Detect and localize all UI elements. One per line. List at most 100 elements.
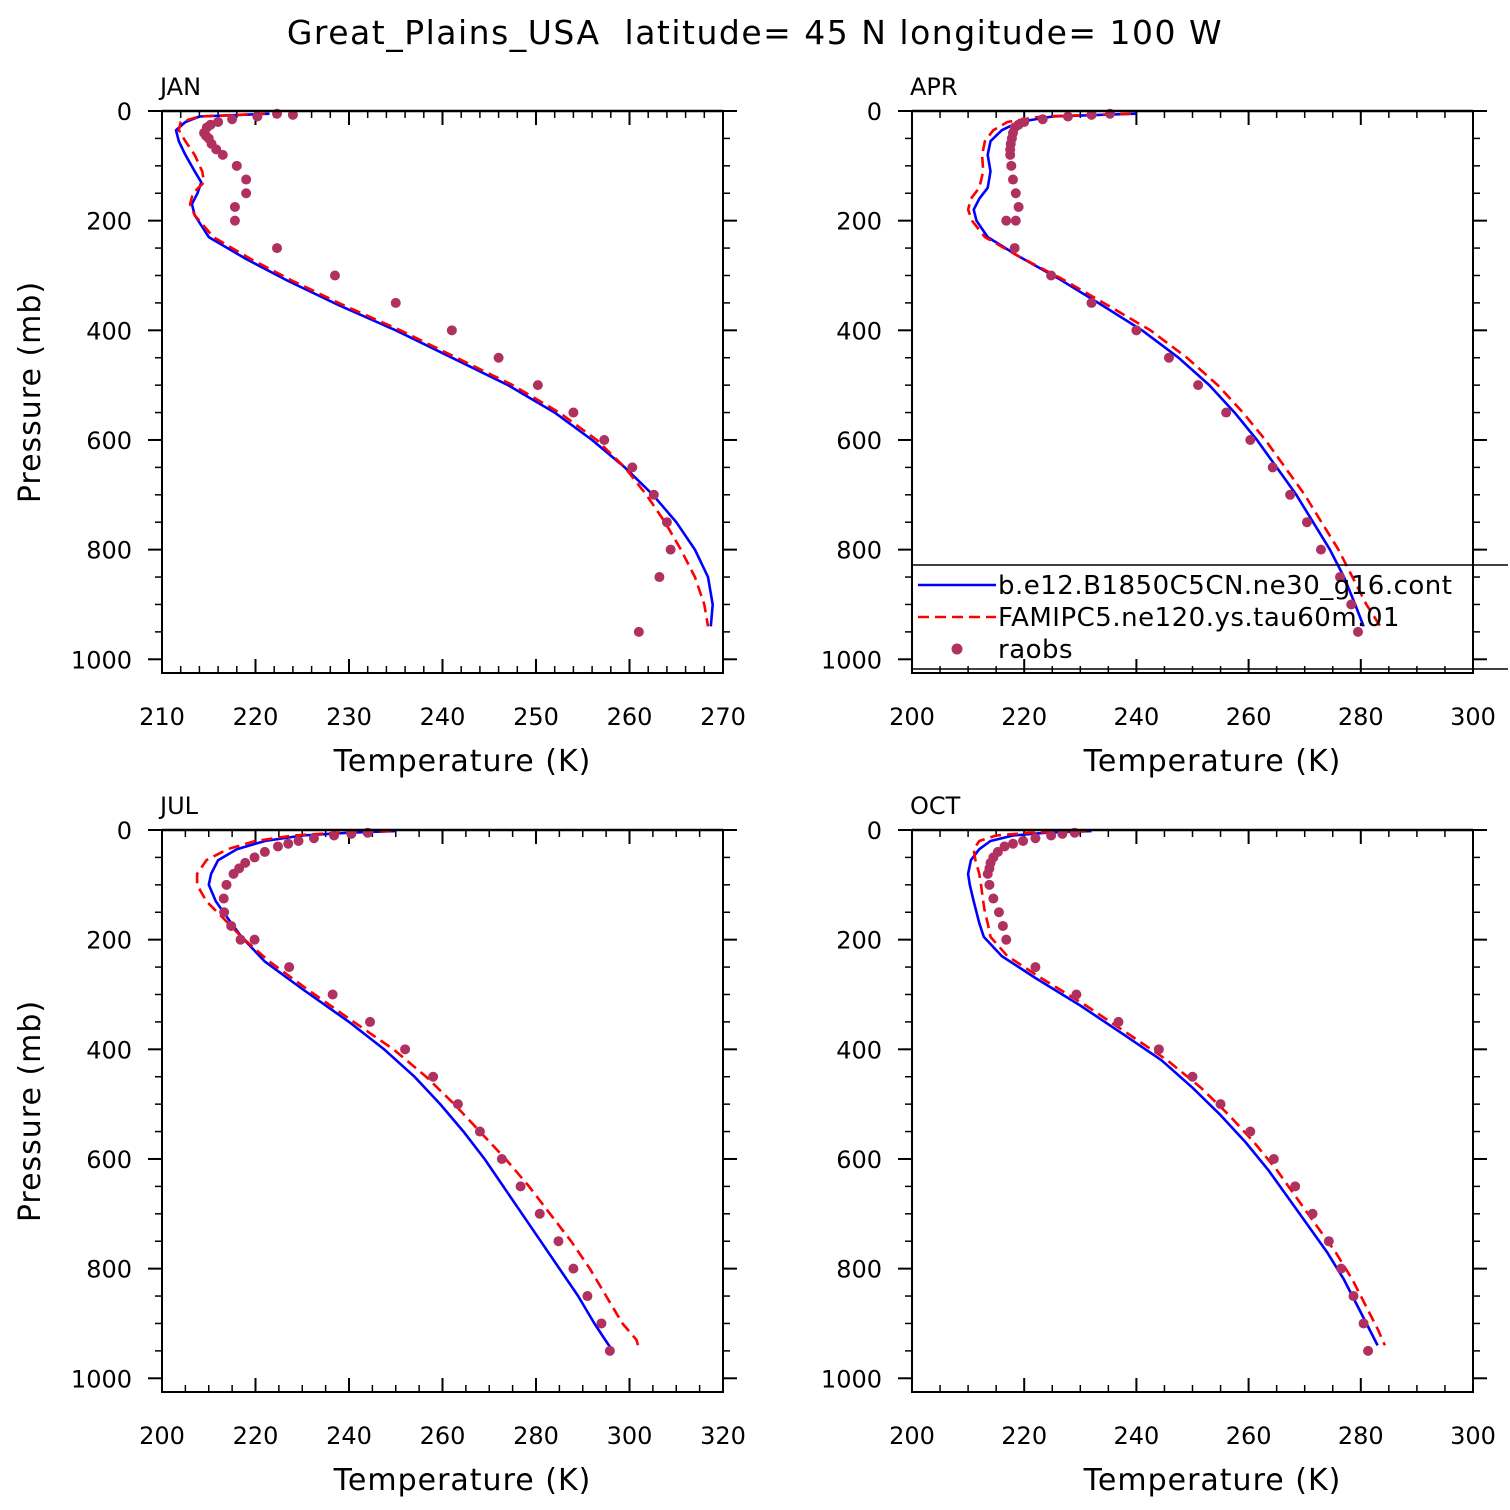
raobs-point	[1268, 1153, 1279, 1164]
panel-jan-xlabel: Temperature (K)	[333, 744, 592, 779]
raobs-point	[534, 1208, 545, 1219]
y-tick-label: 200	[86, 927, 132, 955]
x-tick-label: 260	[607, 703, 653, 731]
x-tick-label: 240	[326, 1422, 372, 1450]
raobs-point	[993, 907, 1004, 918]
raobs-point	[665, 544, 676, 555]
raobs-point	[1046, 270, 1057, 281]
raobs-point	[596, 1318, 607, 1329]
raobs-point	[1301, 517, 1312, 528]
raobs-point	[365, 1016, 376, 1027]
panel-jan-title: JAN	[158, 73, 201, 101]
raobs-point	[1037, 114, 1048, 125]
raobs-point	[1221, 407, 1232, 418]
series-b1850-line	[207, 829, 612, 1349]
raobs-point	[1007, 174, 1018, 185]
raobs-point	[1046, 830, 1057, 841]
y-tick-label: 400	[86, 317, 132, 345]
raobs-point	[1071, 989, 1082, 1000]
raobs-point	[1335, 572, 1346, 583]
x-tick-label: 220	[233, 1422, 279, 1450]
legend: b.e12.B1850C5CN.ne30_g16.contFAMIPC5.ne1…	[912, 564, 1508, 670]
raobs-point	[1363, 1345, 1374, 1356]
series-famipc5-line	[195, 829, 641, 1349]
y-tick-label: 200	[836, 927, 882, 955]
y-tick-label: 0	[867, 817, 882, 845]
y-tick-label: 0	[867, 98, 882, 126]
panel-jul-frame	[161, 829, 724, 1393]
raobs-point	[1030, 962, 1041, 973]
x-tick-label: 230	[326, 703, 372, 731]
raobs-point	[1131, 325, 1142, 336]
y-tick-label: 800	[86, 537, 132, 565]
legend-label: b.e12.B1850C5CN.ne30_g16.cont	[998, 571, 1452, 601]
raobs-point	[219, 907, 230, 918]
raobs-point	[446, 325, 457, 336]
legend-label: FAMIPC5.ne120.ys.tau60m.01	[998, 603, 1400, 633]
raobs-point	[231, 160, 242, 171]
raobs-point	[1007, 838, 1018, 849]
x-tick-label: 220	[233, 703, 279, 731]
series-raobs	[218, 827, 615, 1356]
y-tick-label: 800	[86, 1256, 132, 1284]
raobs-point	[1086, 109, 1097, 120]
raobs-point	[474, 1126, 485, 1137]
y-tick-label: 200	[836, 208, 882, 236]
raobs-point	[227, 114, 238, 125]
raobs-point	[599, 434, 610, 445]
panel-apr: APR 200 220 240 260 280 300 0 200 400 600 800 1000 Te…	[821, 73, 1496, 779]
raobs-point	[493, 352, 504, 363]
y-tick-label: 1000	[821, 1365, 882, 1393]
raobs-point	[1086, 297, 1097, 308]
y-tick-label: 1000	[71, 1365, 132, 1393]
y-tick-label: 1000	[71, 646, 132, 674]
raobs-point	[1001, 934, 1012, 945]
y-tick-label: 400	[86, 1036, 132, 1064]
y-tick-label: 400	[836, 317, 882, 345]
raobs-point	[1009, 243, 1020, 254]
raobs-point	[249, 852, 260, 863]
raobs-point	[252, 111, 263, 122]
raobs-point	[259, 846, 270, 857]
raobs-point	[627, 462, 638, 473]
y-tick-label: 0	[117, 817, 132, 845]
raobs-point	[217, 149, 228, 160]
raobs-point	[604, 1345, 615, 1356]
legend-raobs-marker	[951, 643, 963, 655]
x-tick-label: 200	[139, 1422, 185, 1450]
raobs-point	[287, 109, 298, 120]
x-tick-label: 300	[1450, 1422, 1496, 1450]
raobs-point	[1018, 835, 1029, 846]
raobs-point	[496, 1153, 507, 1164]
raobs-point	[400, 1044, 411, 1055]
raobs-point	[272, 841, 283, 852]
x-tick-label: 260	[420, 1422, 466, 1450]
y-tick-label: 600	[836, 427, 882, 455]
y-tick-label: 200	[86, 208, 132, 236]
series-b1850-line	[972, 112, 1365, 627]
raobs-point	[568, 407, 579, 418]
raobs-point	[1013, 201, 1024, 212]
y-tick-label: 600	[86, 1146, 132, 1174]
x-tick-label: 280	[1338, 1422, 1384, 1450]
raobs-point	[654, 572, 665, 583]
raobs-point	[633, 626, 644, 637]
raobs-point	[661, 517, 672, 528]
raobs-point	[329, 830, 340, 841]
raobs-point	[988, 893, 999, 904]
series-famipc5-line	[972, 829, 1387, 1346]
x-tick-label: 200	[889, 703, 935, 731]
x-tick-label: 260	[1226, 1422, 1272, 1450]
raobs-point	[1358, 1318, 1369, 1329]
raobs-point	[1346, 599, 1357, 610]
raobs-point	[999, 841, 1010, 852]
x-tick-label: 240	[420, 703, 466, 731]
raobs-point	[428, 1071, 439, 1082]
series-famipc5-line	[177, 112, 710, 627]
panel-jul-title: JUL	[158, 792, 199, 820]
raobs-point	[1285, 489, 1296, 500]
raobs-point	[1153, 1044, 1164, 1055]
raobs-point	[1006, 160, 1017, 171]
x-tick-label: 250	[513, 703, 559, 731]
legend-label: raobs	[998, 635, 1073, 665]
